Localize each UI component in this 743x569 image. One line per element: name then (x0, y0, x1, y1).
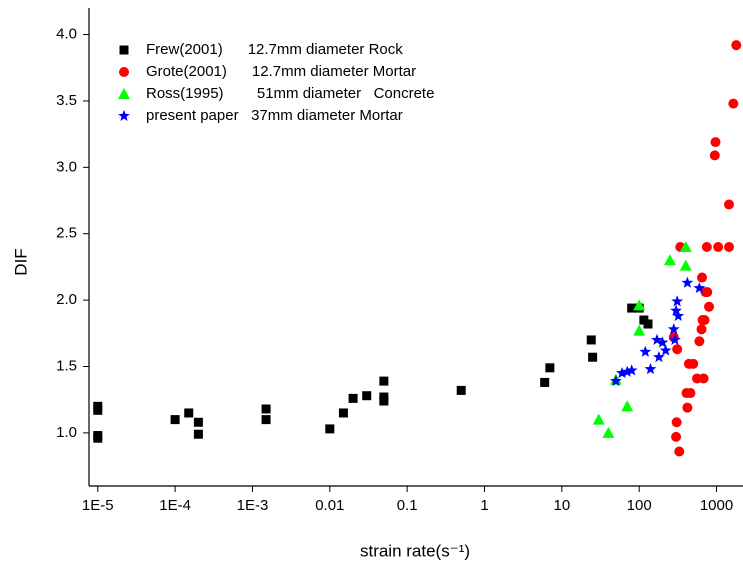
x-tick-label: 1E-4 (159, 497, 191, 514)
point (379, 396, 389, 406)
legend-marker (118, 88, 130, 99)
point (669, 333, 681, 345)
point (699, 315, 710, 326)
point (681, 276, 694, 288)
point (653, 351, 665, 363)
point (325, 424, 335, 434)
point (682, 402, 693, 413)
point (627, 303, 637, 313)
point (193, 429, 203, 439)
point (261, 404, 271, 414)
point (588, 352, 598, 362)
point (663, 254, 676, 266)
x-axis-title: strain rate(s⁻¹) (360, 541, 470, 560)
point (696, 324, 707, 335)
point (688, 358, 699, 369)
point (93, 433, 103, 443)
point (540, 377, 550, 387)
point (348, 393, 358, 403)
point (379, 376, 389, 386)
point (672, 309, 685, 322)
y-tick-label: 2.0 (56, 291, 77, 308)
point (671, 417, 682, 428)
point (656, 336, 669, 348)
point (679, 241, 692, 252)
point (362, 391, 372, 401)
legend-label: present paper 37mm diameter Mortar (146, 107, 403, 124)
point (633, 324, 646, 336)
point (545, 363, 555, 373)
x-tick-label: 1E-3 (237, 497, 269, 514)
point (698, 373, 709, 384)
point (586, 335, 596, 345)
point (261, 415, 271, 425)
point (456, 385, 466, 395)
y-tick-label: 3.0 (56, 158, 77, 175)
x-tick-label: 0.1 (397, 497, 418, 514)
point (644, 362, 657, 375)
x-tick-label: 10 (553, 497, 570, 514)
point (621, 400, 634, 412)
y-tick-label: 2.5 (56, 225, 77, 242)
x-tick-label: 1000 (700, 497, 733, 514)
point (728, 98, 739, 109)
point (670, 304, 682, 316)
point (679, 259, 692, 271)
y-axis-title: DIF (11, 248, 30, 275)
point (685, 388, 696, 399)
legend-marker (119, 45, 129, 55)
y-tick-label: 3.5 (56, 92, 77, 109)
point (625, 364, 638, 376)
legend-label: Grote(2001) 12.7mm diameter Mortar (146, 63, 416, 80)
point (709, 150, 720, 161)
point (667, 323, 680, 335)
point (651, 333, 663, 345)
point (674, 446, 685, 457)
point (693, 281, 706, 294)
point (671, 431, 682, 442)
point (643, 319, 653, 329)
point (701, 242, 712, 252)
point (184, 408, 194, 418)
y-tick-label: 4.0 (56, 26, 77, 43)
point (592, 413, 605, 425)
point (723, 242, 734, 252)
point (723, 199, 734, 210)
point (694, 336, 705, 347)
point (193, 417, 203, 427)
legend-marker (118, 109, 130, 122)
point (610, 374, 622, 387)
point (93, 405, 103, 415)
legend-label: Frew(2001) 12.7mm diameter Rock (146, 41, 403, 58)
point (170, 415, 180, 425)
y-tick-label: 1.0 (56, 424, 77, 441)
point (704, 301, 715, 312)
point (702, 287, 713, 298)
point (731, 40, 742, 51)
x-tick-label: 1 (480, 497, 488, 514)
point (710, 137, 721, 148)
point (671, 295, 684, 307)
x-tick-label: 1E-5 (82, 497, 114, 514)
point (697, 272, 708, 283)
point (659, 344, 672, 356)
point (633, 299, 646, 311)
point (616, 366, 628, 379)
legend-marker (119, 67, 129, 77)
point (338, 408, 348, 418)
point (672, 344, 683, 355)
x-tick-label: 100 (627, 497, 652, 514)
x-tick-label: 0.01 (315, 497, 344, 514)
point (621, 365, 634, 377)
point (639, 345, 652, 357)
legend-label: Ross(1995) 51mm diameter Concrete (146, 85, 434, 102)
y-tick-label: 1.5 (56, 357, 77, 374)
point (713, 242, 724, 252)
point (602, 426, 615, 438)
